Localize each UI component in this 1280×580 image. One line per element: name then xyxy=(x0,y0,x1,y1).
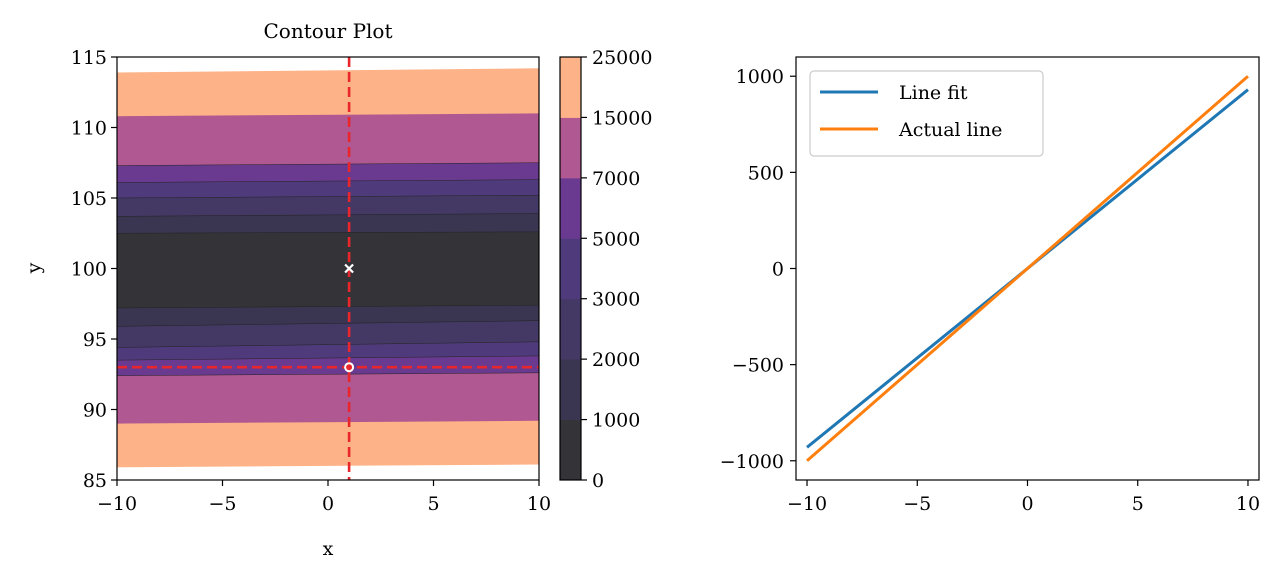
x-marker-stroke xyxy=(344,263,354,274)
y-tick-label: 105 xyxy=(71,188,107,210)
contour-title: Contour Plot xyxy=(263,19,392,43)
colorbar-segment xyxy=(560,238,581,300)
markers xyxy=(344,263,355,373)
x-tick-label: 0 xyxy=(1021,493,1033,515)
colorbar-frame xyxy=(559,56,582,481)
y-tick-label: 110 xyxy=(71,118,107,140)
x-tick-label: −10 xyxy=(97,493,137,515)
x-tick-label: 5 xyxy=(1132,493,1144,515)
colorbar-tick-label: 25000 xyxy=(592,47,652,69)
colorbar-segment xyxy=(560,298,581,360)
circle-marker xyxy=(344,362,355,373)
x-tick-label: −10 xyxy=(787,493,827,515)
colorbar-segment xyxy=(560,177,581,239)
x-tick-label: 10 xyxy=(527,493,551,515)
y-tick-label: 0 xyxy=(772,259,784,281)
colorbar-tick-label: 1000 xyxy=(592,410,640,432)
y-tick-label: 85 xyxy=(83,470,107,492)
x-tick-label: −5 xyxy=(903,493,931,515)
colorbar-tick-label: 7000 xyxy=(592,168,640,190)
line-series xyxy=(806,75,1249,462)
colorbar-segments xyxy=(560,57,581,481)
colorbar-segment xyxy=(560,419,581,481)
line-plot: −10 −5 0 5 10 −1000 −500 0 500 1000 Line fit Act… xyxy=(720,56,1260,515)
y-tick-label: −1000 xyxy=(720,451,784,473)
legend-label-line-fit: Line fit xyxy=(899,82,968,104)
colorbar-ticks: 0 1000 2000 3000 5000 7000 15000 25000 xyxy=(581,47,652,492)
colorbar: 0 1000 2000 3000 5000 7000 15000 25000 xyxy=(559,47,652,492)
colorbar-tick-label: 3000 xyxy=(592,289,640,311)
x-marker xyxy=(344,263,354,274)
y-tick-label: 90 xyxy=(83,400,107,422)
contour-x-label: x xyxy=(323,538,334,560)
colorbar-tick-label: 2000 xyxy=(592,349,640,371)
colorbar-tick-label: 0 xyxy=(592,470,604,492)
x-tick-label: 5 xyxy=(427,493,439,515)
y-tick-label: −500 xyxy=(732,355,784,377)
x-tick-label: 0 xyxy=(322,493,334,515)
colorbar-tick-label: 5000 xyxy=(592,228,640,250)
contour-y-label: y xyxy=(23,262,45,274)
colorbar-segment xyxy=(560,359,581,421)
contour-plot: −10 −5 0 5 10 85 90 95 100 105 110 115 Contour Plo… xyxy=(23,19,551,560)
colorbar-tick-label: 15000 xyxy=(592,107,652,129)
legend: Line fit Actual line xyxy=(809,70,1044,157)
y-tick-label: 500 xyxy=(748,162,784,184)
y-tick-label: 100 xyxy=(71,259,107,281)
contour-band-level-0 xyxy=(117,231,539,309)
contour-x-ticks: −10 −5 0 5 10 xyxy=(97,480,551,515)
y-tick-label: 1000 xyxy=(736,66,784,88)
colorbar-segment xyxy=(560,117,581,179)
line-y-ticks: −1000 −500 0 500 1000 xyxy=(720,66,796,473)
legend-label-actual-line: Actual line xyxy=(898,119,1002,141)
contour-bands xyxy=(117,68,539,468)
series-line-actual-line xyxy=(806,75,1249,462)
line-x-ticks: −10 −5 0 5 10 xyxy=(787,480,1260,515)
x-tick-label: 10 xyxy=(1236,493,1260,515)
y-tick-label: 95 xyxy=(83,329,107,351)
x-tick-label: −5 xyxy=(208,493,236,515)
y-tick-label: 115 xyxy=(71,47,107,69)
contour-y-ticks: 85 90 95 100 105 110 115 xyxy=(71,47,117,492)
colorbar-segment xyxy=(560,57,581,118)
